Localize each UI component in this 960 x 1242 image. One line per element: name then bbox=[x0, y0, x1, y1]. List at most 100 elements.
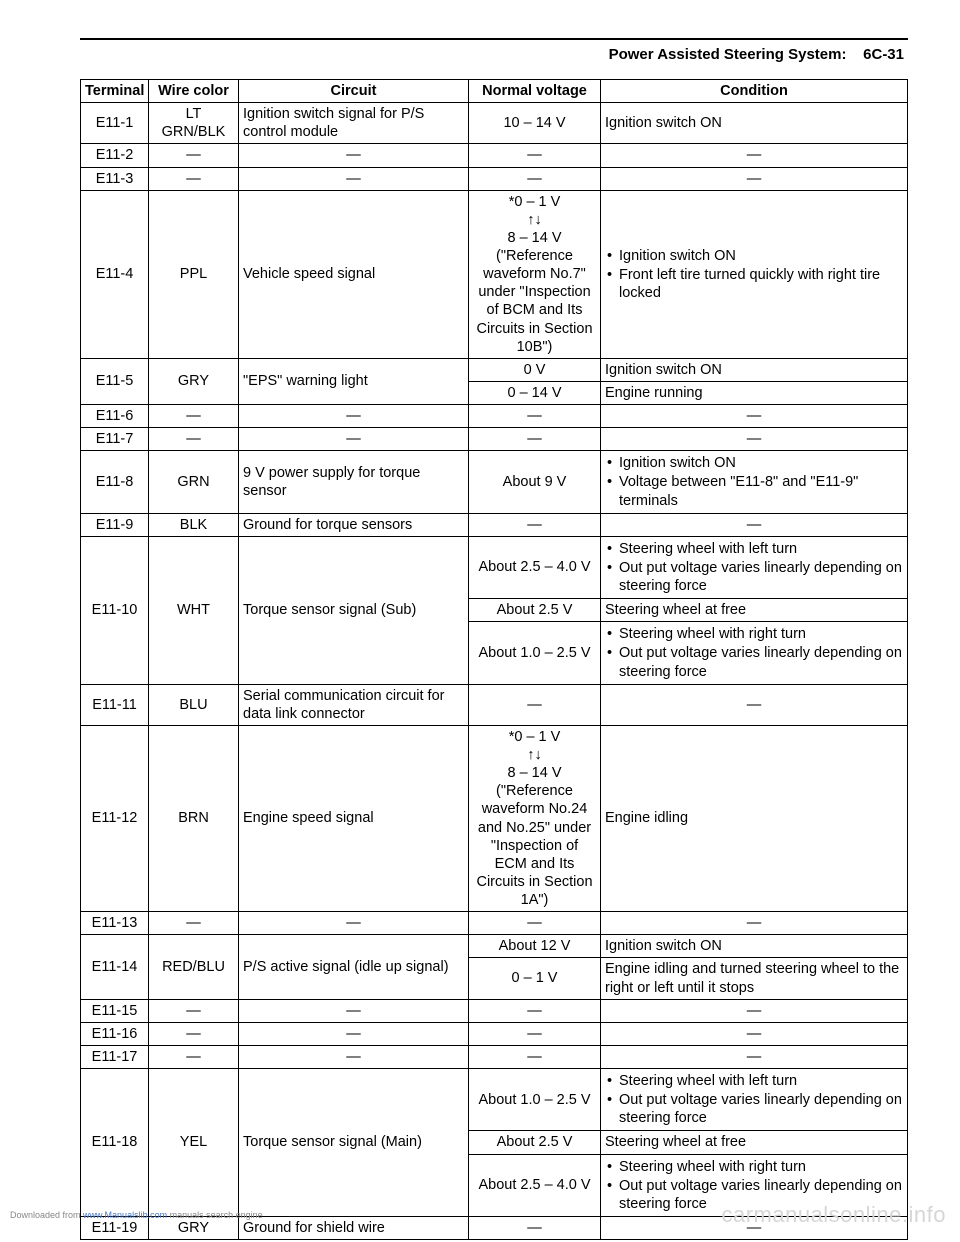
cell-condition: Engine idling and turned steering wheel … bbox=[601, 958, 908, 999]
cell-wirecolor: GRN bbox=[149, 451, 239, 513]
cell-voltage: — bbox=[469, 428, 601, 451]
condition-bullet: Front left tire turned quickly with righ… bbox=[605, 266, 903, 302]
cell-terminal: E11-14 bbox=[81, 935, 149, 999]
voltage-line: ("Reference waveform No.24 and No.25" un… bbox=[476, 783, 592, 908]
cell-wirecolor: BLU bbox=[149, 684, 239, 725]
cell-voltage: — bbox=[469, 1216, 601, 1239]
cell-wirecolor: GRY bbox=[149, 358, 239, 404]
cell-voltage: About 2.5 V bbox=[469, 1131, 601, 1154]
cell-wirecolor: WHT bbox=[149, 536, 239, 684]
cell-circuit: — bbox=[239, 1045, 469, 1068]
footer-text: manuals search engine bbox=[167, 1210, 263, 1220]
cell-voltage: About 1.0 – 2.5 V bbox=[469, 1069, 601, 1131]
cell-condition: Ignition switch ON bbox=[601, 358, 908, 381]
table-row: E11-16 — — — — bbox=[81, 1022, 908, 1045]
cell-voltage: — bbox=[469, 912, 601, 935]
table-row: E11-6 — — — — bbox=[81, 405, 908, 428]
cell-circuit: — bbox=[239, 167, 469, 190]
cell-circuit: — bbox=[239, 428, 469, 451]
col-terminal: Terminal bbox=[81, 80, 149, 103]
table-row: E11-9 BLK Ground for torque sensors — — bbox=[81, 513, 908, 536]
table-row: E11-10 WHT Torque sensor signal (Sub) Ab… bbox=[81, 536, 908, 598]
cell-voltage: — bbox=[469, 684, 601, 725]
footer-brand: carmanualsonline.info bbox=[721, 1202, 946, 1228]
cell-condition: — bbox=[601, 144, 908, 167]
cell-terminal: E11-5 bbox=[81, 358, 149, 404]
condition-bullet: Steering wheel with left turn bbox=[605, 1072, 903, 1090]
cell-condition: — bbox=[601, 428, 908, 451]
table-row: E11-3 — — — — bbox=[81, 167, 908, 190]
cell-terminal: E11-18 bbox=[81, 1069, 149, 1217]
cell-circuit: Vehicle speed signal bbox=[239, 190, 469, 358]
condition-bullet: Ignition switch ON bbox=[605, 247, 903, 265]
table-row: E11-17 — — — — bbox=[81, 1045, 908, 1068]
cell-terminal: E11-16 bbox=[81, 1022, 149, 1045]
cell-voltage: *0 – 1 V ↑↓ 8 – 14 V ("Reference wavefor… bbox=[469, 725, 601, 911]
condition-bullet: Steering wheel with right turn bbox=[605, 625, 903, 643]
cell-circuit: — bbox=[239, 405, 469, 428]
cell-voltage: 0 – 14 V bbox=[469, 381, 601, 404]
cell-voltage: — bbox=[469, 999, 601, 1022]
cell-condition: Engine running bbox=[601, 381, 908, 404]
cell-condition: — bbox=[601, 513, 908, 536]
table-row: E11-7 — — — — bbox=[81, 428, 908, 451]
cell-condition: — bbox=[601, 912, 908, 935]
table-row: E11-12 BRN Engine speed signal *0 – 1 V … bbox=[81, 725, 908, 911]
cell-wirecolor: — bbox=[149, 912, 239, 935]
cell-terminal: E11-6 bbox=[81, 405, 149, 428]
cell-terminal: E11-12 bbox=[81, 725, 149, 911]
cell-voltage: About 2.5 – 4.0 V bbox=[469, 1154, 601, 1216]
voltage-line: 8 – 14 V bbox=[507, 230, 561, 246]
table-row: E11-13 — — — — bbox=[81, 912, 908, 935]
cell-wirecolor: — bbox=[149, 428, 239, 451]
cell-wirecolor: YEL bbox=[149, 1069, 239, 1217]
cell-condition: — bbox=[601, 1022, 908, 1045]
cell-voltage: About 2.5 V bbox=[469, 599, 601, 622]
condition-bullet: Steering wheel with right turn bbox=[605, 1158, 903, 1176]
condition-bullet: Ignition switch ON bbox=[605, 454, 903, 472]
col-condition: Condition bbox=[601, 80, 908, 103]
cell-condition: — bbox=[601, 684, 908, 725]
cell-terminal: E11-1 bbox=[81, 103, 149, 144]
voltage-line: *0 – 1 V bbox=[509, 194, 561, 210]
cell-voltage: 0 – 1 V bbox=[469, 958, 601, 999]
cell-circuit: Ignition switch signal for P/S control m… bbox=[239, 103, 469, 144]
col-circuit: Circuit bbox=[239, 80, 469, 103]
cell-terminal: E11-10 bbox=[81, 536, 149, 684]
cell-voltage: — bbox=[469, 1045, 601, 1068]
footer-link[interactable]: www.Manualslib.com bbox=[83, 1210, 167, 1220]
cell-condition: Ignition switch ON Front left tire turne… bbox=[601, 190, 908, 358]
cell-terminal: E11-13 bbox=[81, 912, 149, 935]
cell-condition: Steering wheel at free bbox=[601, 599, 908, 622]
cell-wirecolor: — bbox=[149, 144, 239, 167]
cell-circuit: Ground for torque sensors bbox=[239, 513, 469, 536]
cell-circuit: "EPS" warning light bbox=[239, 358, 469, 404]
cell-circuit: — bbox=[239, 1022, 469, 1045]
cell-voltage: *0 – 1 V ↑↓ 8 – 14 V ("Reference wavefor… bbox=[469, 190, 601, 358]
cell-wirecolor: — bbox=[149, 167, 239, 190]
footer-text: Downloaded from bbox=[10, 1210, 83, 1220]
cell-condition: — bbox=[601, 167, 908, 190]
cell-wirecolor: — bbox=[149, 1022, 239, 1045]
cell-circuit: Serial communication circuit for data li… bbox=[239, 684, 469, 725]
cell-voltage: About 9 V bbox=[469, 451, 601, 513]
cell-condition: Steering wheel at free bbox=[601, 1131, 908, 1154]
header-page: 6C-31 bbox=[863, 46, 904, 63]
table-header-row: Terminal Wire color Circuit Normal volta… bbox=[81, 80, 908, 103]
voltage-line: 8 – 14 V bbox=[507, 765, 561, 781]
cell-condition: — bbox=[601, 405, 908, 428]
table-row: E11-15 — — — — bbox=[81, 999, 908, 1022]
cell-wirecolor: — bbox=[149, 1045, 239, 1068]
cell-wirecolor: PPL bbox=[149, 190, 239, 358]
table-row: E11-14 RED/BLU P/S active signal (idle u… bbox=[81, 935, 908, 958]
cell-voltage: — bbox=[469, 405, 601, 428]
cell-terminal: E11-4 bbox=[81, 190, 149, 358]
cell-terminal: E11-15 bbox=[81, 999, 149, 1022]
cell-condition: Ignition switch ON bbox=[601, 103, 908, 144]
cell-wirecolor: LT GRN/BLK bbox=[149, 103, 239, 144]
cell-circuit: — bbox=[239, 144, 469, 167]
cell-circuit: — bbox=[239, 999, 469, 1022]
cell-condition: Steering wheel with left turn Out put vo… bbox=[601, 536, 908, 598]
cell-condition: Engine idling bbox=[601, 725, 908, 911]
condition-bullet: Voltage between "E11-8" and "E11-9" term… bbox=[605, 473, 903, 509]
